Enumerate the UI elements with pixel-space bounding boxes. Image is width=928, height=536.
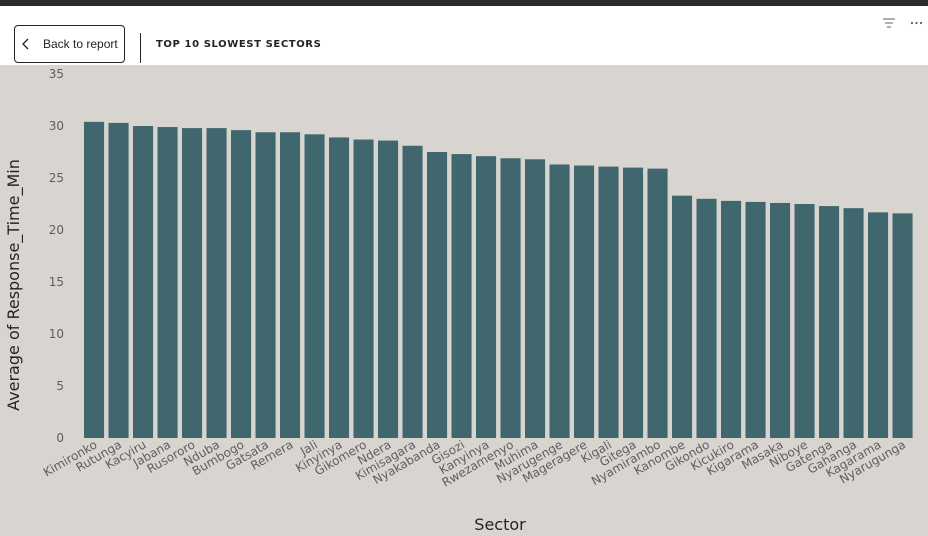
x-axis-title: Sector (474, 515, 526, 534)
visual-header: Back to report TOP 10 SLOWEST SECTORS (0, 6, 928, 65)
bar[interactable] (525, 159, 546, 438)
y-axis-title: Average of Response_Time_Min (4, 159, 24, 411)
bar[interactable] (280, 132, 301, 438)
bar[interactable] (598, 166, 619, 438)
bar-chart: 0 5 10 15 20 25 30 35 KimironkoRutungaKacyiruJa… (4, 67, 913, 534)
bar[interactable] (476, 156, 497, 438)
back-button-label: Back to report (43, 37, 118, 51)
bar[interactable] (819, 206, 840, 438)
bar[interactable] (770, 202, 791, 438)
bar[interactable] (427, 152, 448, 438)
bar[interactable] (868, 212, 889, 438)
filter-icon[interactable] (883, 18, 895, 28)
bar[interactable] (745, 201, 766, 438)
header-divider (140, 33, 141, 63)
bar[interactable] (672, 195, 693, 438)
y-tick-label: 25 (49, 171, 64, 185)
bars (84, 121, 913, 438)
bar[interactable] (794, 204, 815, 438)
bar[interactable] (500, 158, 521, 438)
y-tick-label: 35 (49, 67, 64, 81)
bar[interactable] (84, 121, 105, 438)
x-axis-ticks: KimironkoRutungaKacyiruJabanaRusororoNdu… (41, 437, 908, 489)
visual-title: TOP 10 SLOWEST SECTORS (156, 39, 322, 50)
bar[interactable] (721, 200, 742, 438)
bar[interactable] (182, 128, 203, 438)
bar[interactable] (255, 132, 276, 438)
y-tick-label: 15 (49, 275, 64, 289)
bar[interactable] (623, 167, 644, 438)
chevron-left-icon (22, 38, 29, 50)
y-tick-label: 0 (56, 431, 64, 445)
bar[interactable] (206, 128, 227, 438)
y-tick-label: 10 (49, 327, 64, 341)
bar[interactable] (843, 208, 864, 438)
bar[interactable] (451, 154, 472, 438)
bar[interactable] (574, 165, 595, 438)
more-options-icon[interactable] (910, 21, 923, 25)
bar[interactable] (108, 122, 129, 438)
bar[interactable] (696, 198, 717, 438)
bar[interactable] (133, 126, 154, 438)
bar[interactable] (329, 137, 350, 438)
y-tick-label: 5 (56, 379, 64, 393)
bar[interactable] (549, 164, 570, 438)
y-tick-label: 30 (49, 119, 64, 133)
bar[interactable] (892, 213, 913, 438)
bar[interactable] (378, 140, 399, 438)
window-top-strip (0, 0, 928, 6)
y-axis-ticks: 0 5 10 15 20 25 30 35 (49, 67, 64, 445)
bar[interactable] (157, 127, 178, 438)
bar[interactable] (304, 134, 325, 438)
bar[interactable] (353, 139, 374, 438)
bar[interactable] (402, 145, 423, 438)
back-to-report-button[interactable]: Back to report (14, 25, 125, 63)
bar[interactable] (231, 130, 252, 438)
y-tick-label: 20 (49, 223, 64, 237)
bar[interactable] (647, 168, 668, 438)
